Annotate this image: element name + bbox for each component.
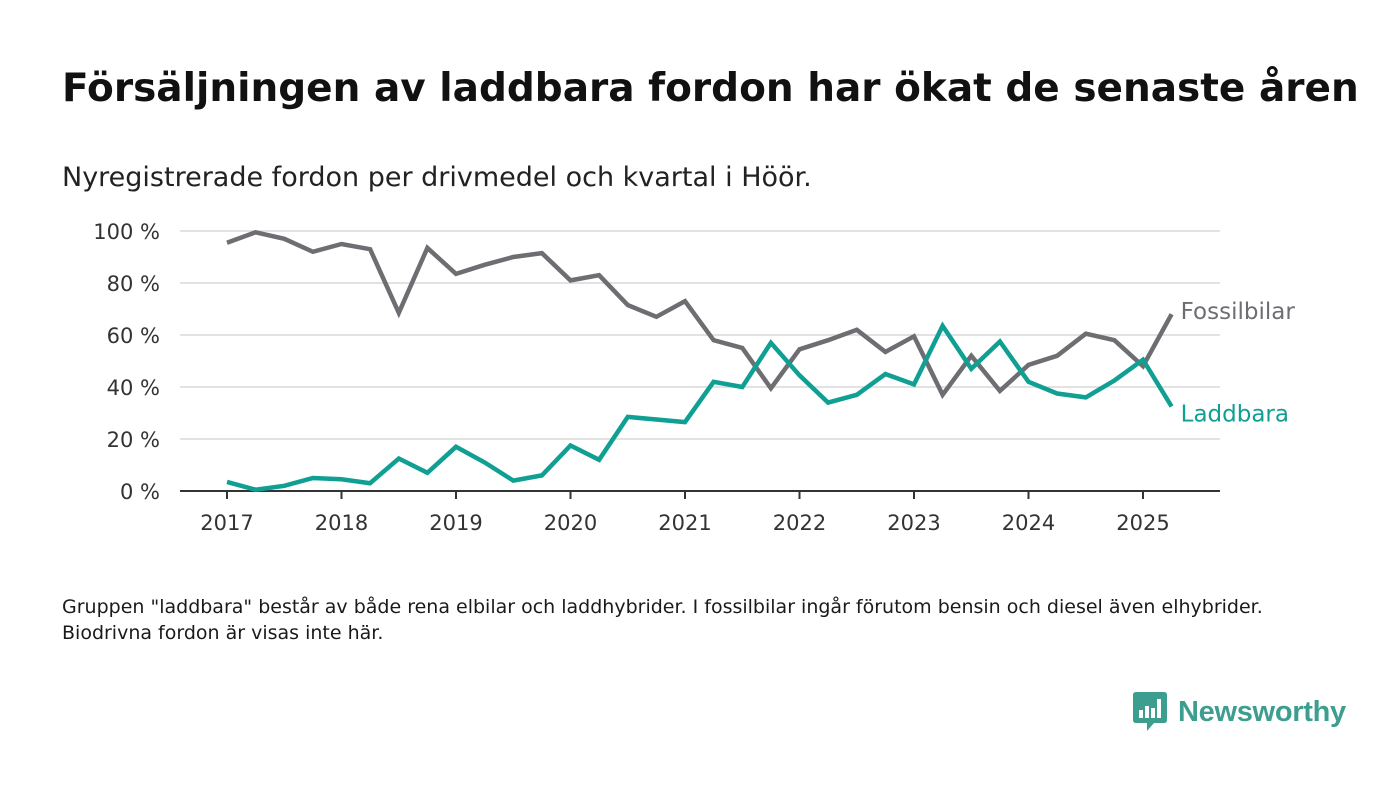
x-tick-label: 2023 xyxy=(887,511,940,535)
footnote: Gruppen "laddbara" består av både rena e… xyxy=(62,596,1263,644)
chart-title: Försäljningen av laddbara fordon har öka… xyxy=(62,66,1359,111)
x-tick-label: 2018 xyxy=(315,511,368,535)
y-tick-label: 20 % xyxy=(107,428,160,452)
y-tick-label: 40 % xyxy=(107,376,160,400)
y-tick-label: 80 % xyxy=(107,272,160,296)
x-axis: 2017 2018 2019 2020 2021 2022 2023 2024 2025 xyxy=(180,490,1220,535)
series-lines xyxy=(226,229,1174,492)
chart-subtitle: Nyregistrerade fordon per drivmedel och … xyxy=(62,162,812,193)
y-tick-label: 60 % xyxy=(107,324,160,348)
x-tick-label: 2020 xyxy=(544,511,597,535)
y-tick-label: 0 % xyxy=(120,480,160,504)
series-label-fossilbilar: Fossilbilar xyxy=(1181,299,1296,325)
brand-name: Newsworthy xyxy=(1178,695,1346,728)
x-tick-label: 2025 xyxy=(1116,511,1169,535)
series-line-laddbara xyxy=(226,321,1174,492)
series-label-laddbara: Laddbara xyxy=(1181,402,1289,428)
series-line-fossilbilar xyxy=(226,229,1174,400)
x-tick-label: 2022 xyxy=(773,511,826,535)
x-tick-label: 2024 xyxy=(1002,511,1055,535)
x-tick-label: 2019 xyxy=(429,511,482,535)
brand-logo: Newsworthy xyxy=(1132,690,1346,734)
y-axis-ticks: 0 % 20 % 40 % 60 % 80 % 100 % xyxy=(93,220,160,504)
grid-lines xyxy=(180,230,1220,440)
x-tick-label: 2021 xyxy=(658,511,711,535)
newsworthy-logo-icon xyxy=(1133,692,1167,731)
line-chart: 0 % 20 % 40 % 60 % 80 % 100 % 2017 2018 2019 202… xyxy=(93,220,1296,535)
y-tick-label: 100 % xyxy=(93,220,160,244)
series-labels: Fossilbilar Laddbara xyxy=(1181,299,1296,427)
x-tick-label: 2017 xyxy=(200,511,253,535)
